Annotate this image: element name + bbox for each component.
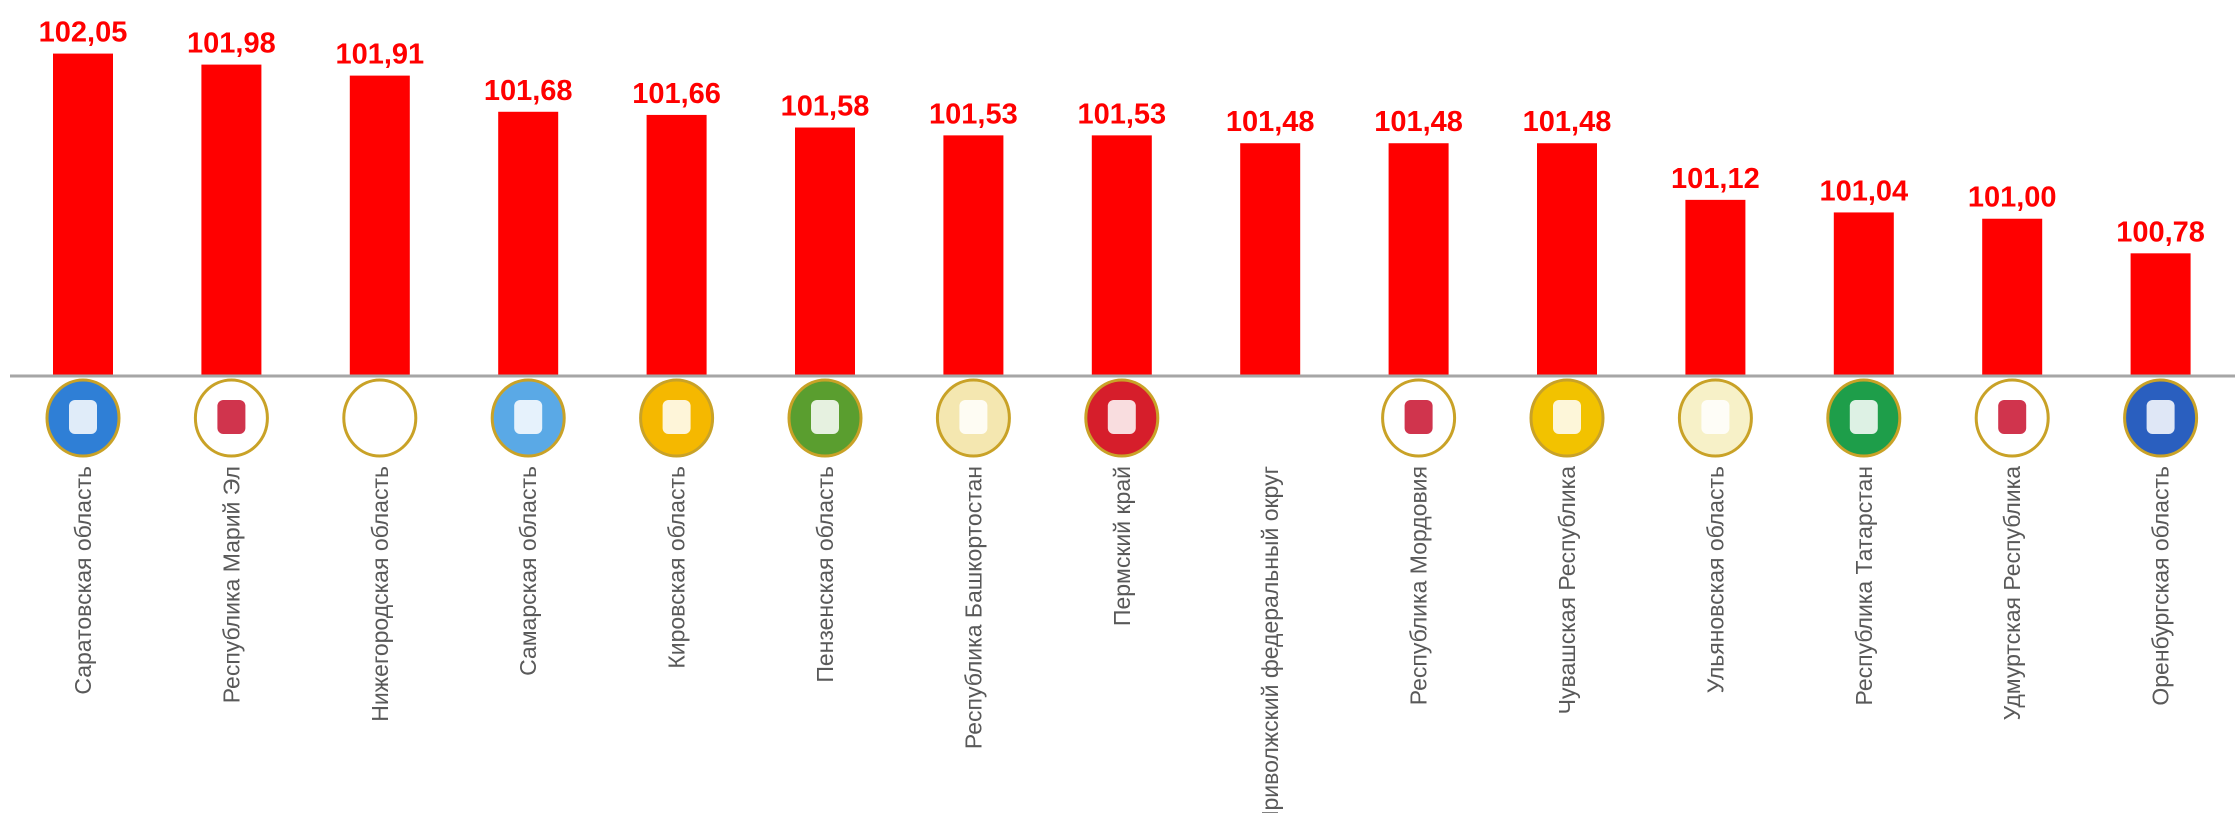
bar: [1982, 218, 2043, 376]
bar: [1685, 199, 1746, 376]
emblem-center: [1998, 400, 2027, 434]
bar: [1388, 143, 1449, 376]
emblem-center: [1404, 400, 1433, 434]
category-label: Республика Мордовия: [1406, 466, 1432, 705]
bar: [1240, 143, 1301, 376]
bar: [349, 75, 410, 376]
emblem-center: [69, 400, 97, 434]
bars: [53, 53, 2191, 377]
emblem-center: [514, 400, 543, 434]
category-label: Оренбургская область: [2148, 466, 2174, 706]
emblem-center: [959, 400, 988, 434]
bar: [795, 127, 855, 376]
value-label: 101,53: [929, 98, 1018, 130]
category-label: Нижегородская область: [367, 466, 393, 722]
category-label: Саратовская область: [70, 466, 96, 695]
labels: 102,05 Саратовская область 101,98 Республик…: [39, 17, 2205, 813]
value-label: 100,78: [2116, 216, 2205, 248]
bar: [1833, 212, 1894, 376]
value-label: 101,91: [335, 39, 424, 71]
value-label: 101,48: [1374, 106, 1463, 138]
value-label: 101,53: [1077, 98, 1166, 130]
value-label: 101,58: [781, 91, 870, 123]
value-label: 101,00: [1968, 182, 2057, 214]
category-label: Республика Марий Эл: [218, 466, 244, 703]
value-label: 101,68: [484, 75, 573, 107]
emblem-center: [1553, 400, 1581, 434]
category-label: Кировская область: [664, 466, 690, 669]
category-label: Пензенская область: [812, 466, 838, 683]
value-label: 101,48: [1226, 106, 1315, 138]
category-label: Ульяновская область: [1702, 466, 1728, 693]
bar: [53, 53, 113, 376]
category-label: Пермский край: [1109, 466, 1135, 626]
value-label: 101,12: [1671, 163, 1760, 195]
emblem-center: [2146, 400, 2175, 434]
emblem-center: [1849, 400, 1878, 434]
emblems: [45, 378, 2199, 458]
value-label: 101,04: [1819, 175, 1908, 207]
bar: [1537, 143, 1597, 376]
category-label: Чувашская Республика: [1554, 466, 1580, 715]
bar: [498, 111, 559, 377]
emblem-center: [662, 400, 691, 434]
bar: [201, 64, 262, 376]
value-label: 101,98: [187, 28, 276, 60]
emblem-center: [217, 400, 246, 434]
value-label: 101,48: [1523, 106, 1612, 138]
bar: [646, 114, 707, 376]
category-label: Самарская область: [515, 466, 541, 676]
bar: [2130, 253, 2191, 376]
category-label: Удмуртская Республика: [1999, 466, 2025, 721]
emblem-center: [365, 400, 394, 434]
bar: [943, 135, 1004, 376]
emblem-center: [1107, 400, 1136, 434]
category-label: Приволжский федеральный округ: [1257, 466, 1283, 813]
emblem-center: [811, 400, 839, 434]
bar: [1091, 135, 1152, 376]
emblem-center: [1701, 400, 1730, 434]
category-label: Республика Татарстан: [1851, 466, 1877, 705]
category-label: Республика Башкортостан: [960, 466, 986, 749]
value-label: 102,05: [39, 17, 128, 49]
value-label: 101,66: [632, 78, 721, 110]
